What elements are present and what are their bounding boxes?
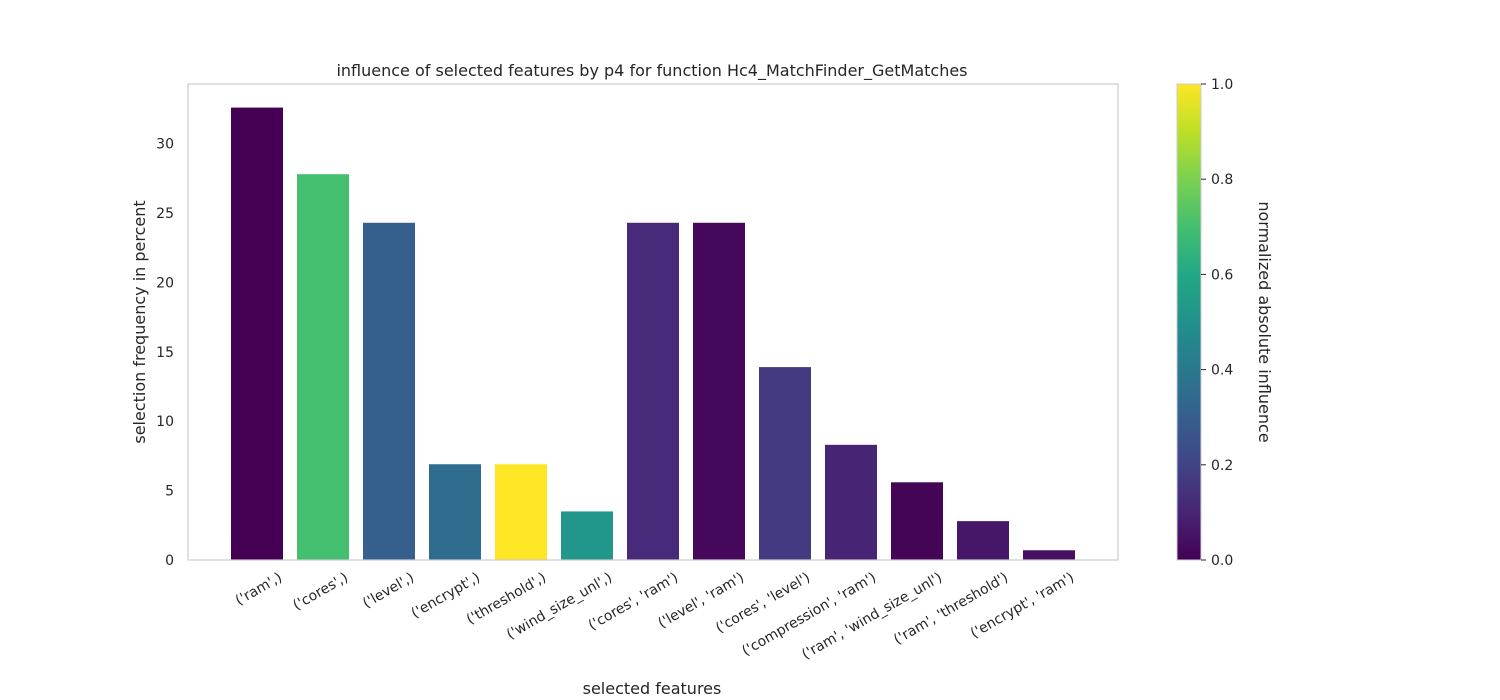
bar	[825, 444, 877, 560]
colorbar-tick-label: 0.6	[1211, 267, 1233, 283]
bar	[759, 367, 811, 560]
bar	[429, 464, 481, 560]
y-tick-label: 5	[165, 484, 174, 500]
colorbar-tick-label: 0.0	[1211, 553, 1233, 569]
y-tick-label: 25	[156, 206, 174, 222]
bars-group	[231, 107, 1075, 561]
y-tick-label: 15	[156, 345, 174, 361]
bar	[693, 222, 745, 560]
colorbar-tick-label: 0.8	[1211, 172, 1233, 188]
bar	[957, 521, 1009, 560]
colorbar-tick-label: 1.0	[1211, 77, 1233, 93]
colorbar-tick-label: 0.4	[1211, 363, 1233, 379]
colorbar-tick-label: 0.2	[1211, 458, 1233, 474]
x-axis-label: selected features	[583, 679, 722, 698]
x-tick-label: ('level',)	[360, 570, 417, 612]
colorbar-ticks: 0.0 0.2 0.4 0.6 0.8 1.0	[1201, 77, 1233, 569]
y-tick-label: 0	[165, 553, 174, 569]
y-tick-label: 20	[156, 275, 174, 291]
y-tick-label: 10	[156, 414, 174, 430]
bar	[297, 174, 349, 560]
y-tick-label: 30	[156, 137, 174, 153]
x-axis-ticks: ('ram',) ('cores',) ('level',)('encrypt',)…	[233, 570, 1077, 663]
x-tick-label: ('ram',)	[233, 570, 285, 609]
bar	[1023, 550, 1075, 560]
colorbar-label: normalized absolute influence	[1255, 201, 1274, 442]
bar	[561, 511, 613, 560]
y-axis-ticks: 0 5 10 15 20 25 30	[156, 137, 174, 569]
bar	[363, 222, 415, 560]
chart-title: influence of selected features by p4 for…	[336, 61, 967, 81]
x-tick-label: ('ram', 'threshold')	[891, 570, 1011, 648]
y-axis-label: selection frequency in percent	[130, 200, 149, 443]
bar	[891, 482, 943, 560]
plot-frame	[187, 83, 1119, 561]
bar	[231, 107, 283, 561]
bar	[495, 464, 547, 560]
colorbar	[1176, 83, 1202, 561]
bar	[627, 222, 679, 560]
x-tick-label: ('cores',)	[290, 570, 351, 614]
